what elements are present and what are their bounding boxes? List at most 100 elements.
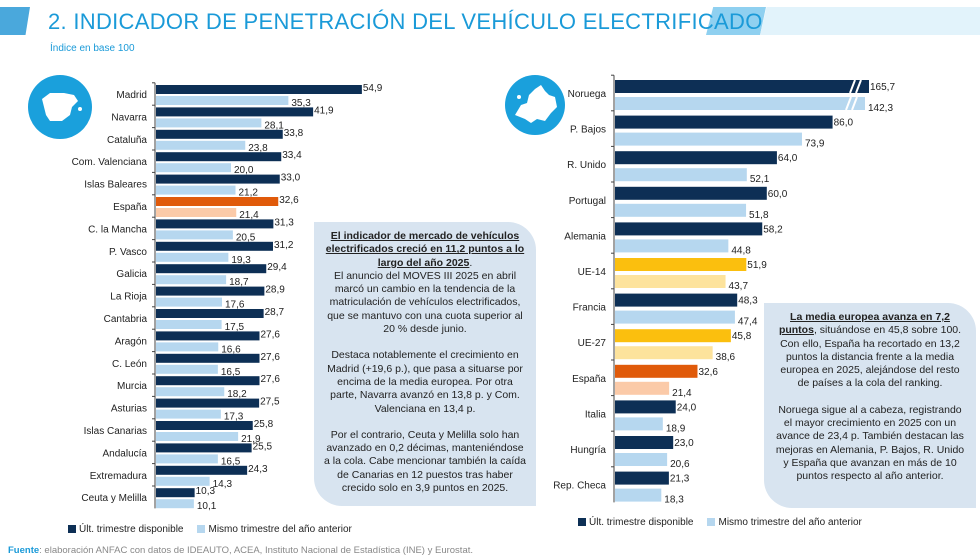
data-label: 73,9 — [805, 139, 825, 150]
data-label: 27,5 — [260, 397, 280, 408]
data-label: 24,0 — [677, 402, 697, 413]
category-label: UE-14 — [578, 267, 607, 278]
data-label: 20,5 — [236, 232, 256, 243]
bar-previous — [615, 381, 670, 395]
data-label: 33,4 — [282, 150, 302, 161]
box-left-p3: Por el contrario, Ceuta y Melilla solo h… — [324, 428, 526, 495]
data-label: 86,0 — [834, 118, 854, 129]
legend-item-previous: Mismo trimestre del año anterior — [197, 524, 352, 535]
bar-current — [615, 400, 676, 414]
data-label: 51,9 — [747, 260, 767, 271]
data-label: 27,6 — [261, 329, 281, 340]
bar-previous — [615, 310, 735, 324]
category-label: Cataluña — [107, 135, 147, 146]
bar-current — [156, 107, 314, 117]
header-accent-left — [0, 7, 30, 35]
bar-previous — [156, 432, 239, 441]
bar-previous — [615, 275, 726, 288]
bar-previous — [156, 275, 227, 285]
category-label: España — [572, 374, 606, 385]
category-label: Noruega — [568, 89, 607, 100]
data-label: 142,3 — [868, 103, 893, 114]
legend-left: Últ. trimestre disponible Mismo trimestr… — [68, 524, 352, 535]
data-label: 25,8 — [254, 419, 274, 430]
data-label: 23,0 — [674, 438, 694, 449]
bar-previous — [615, 168, 747, 182]
legend-item-current: Últ. trimestre disponible — [68, 524, 183, 535]
category-label: Extremadura — [90, 471, 148, 482]
data-label: 51,8 — [749, 210, 769, 221]
bar-previous — [156, 208, 237, 217]
spain-map-icon — [28, 75, 92, 139]
category-label: Cantabria — [104, 314, 148, 325]
axis-break-mark — [849, 79, 862, 94]
data-label: 18,3 — [664, 495, 684, 506]
bar-current — [156, 398, 260, 408]
data-label: 32,6 — [698, 367, 718, 378]
bar-previous — [156, 499, 194, 509]
data-label: 32,6 — [279, 195, 299, 206]
category-label: Francia — [573, 303, 607, 314]
category-label: La Rioja — [110, 292, 147, 303]
category-label: UE-27 — [578, 338, 607, 349]
category-label: Hungría — [570, 445, 606, 456]
bar-current — [156, 85, 362, 94]
data-label: 14,3 — [213, 479, 233, 490]
bar-current — [615, 258, 747, 271]
bar-previous — [615, 453, 668, 466]
category-label: Navarra — [111, 112, 147, 123]
data-label: 20,0 — [234, 165, 254, 176]
data-label: 21,9 — [241, 434, 261, 445]
category-label: Com. Valenciana — [72, 157, 148, 168]
legend-item-previous: Mismo trimestre del año anterior — [707, 517, 862, 528]
bar-previous — [156, 252, 229, 262]
bar-previous — [156, 118, 262, 128]
data-label: 58,2 — [763, 224, 783, 235]
data-label: 21,2 — [239, 188, 259, 199]
bar-previous — [156, 454, 218, 464]
bar-current — [615, 329, 731, 343]
category-label: España — [113, 202, 147, 213]
data-label: 18,2 — [227, 389, 247, 400]
bar-current — [156, 353, 260, 363]
bar-previous — [156, 387, 225, 397]
bar-previous — [156, 140, 246, 150]
data-label: 33,8 — [284, 128, 304, 139]
bar-current — [156, 376, 260, 386]
category-label: Madrid — [116, 90, 147, 101]
category-label: Andalucía — [103, 448, 148, 459]
bar-current — [156, 264, 267, 274]
bar-previous — [156, 96, 289, 105]
category-label: Alemania — [564, 231, 606, 242]
bar-previous — [615, 132, 802, 146]
page-title: 2. INDICADOR DE PENETRACIÓN DEL VEHÍCULO… — [48, 9, 763, 34]
data-label: 10,1 — [197, 501, 217, 512]
legend-right: Últ. trimestre disponible Mismo trimestr… — [578, 517, 862, 528]
bar-previous — [615, 346, 713, 360]
data-label: 31,2 — [274, 240, 294, 251]
data-label: 43,7 — [729, 281, 749, 292]
category-label: C. la Mancha — [88, 224, 147, 235]
box-right-headline: La media europea avanza en 7,2 puntos — [778, 311, 950, 337]
data-label: 21,3 — [670, 474, 690, 485]
data-label: 20,6 — [670, 459, 690, 470]
data-label: 27,6 — [261, 374, 281, 385]
bar-previous — [615, 239, 729, 253]
bar-current — [156, 174, 280, 184]
data-label: 28,9 — [265, 285, 285, 296]
category-label: Aragón — [115, 336, 147, 347]
data-label: 60,0 — [768, 189, 788, 200]
bar-current — [156, 286, 265, 296]
category-label: P. Vasco — [109, 247, 147, 258]
bar-current — [615, 80, 869, 93]
box-left-headline: El indicador de mercado de vehículos ele… — [325, 230, 525, 269]
category-label: Rep. Checa — [553, 481, 606, 492]
data-label: 17,3 — [224, 412, 244, 423]
data-label: 41,9 — [314, 105, 334, 116]
bar-previous — [615, 417, 663, 431]
bar-previous — [156, 230, 233, 240]
data-label: 25,5 — [253, 441, 273, 452]
bar-current — [156, 488, 195, 498]
data-label: 18,7 — [229, 277, 249, 288]
box-left-p1: El anuncio del MOVES III 2025 en abril m… — [327, 269, 523, 336]
